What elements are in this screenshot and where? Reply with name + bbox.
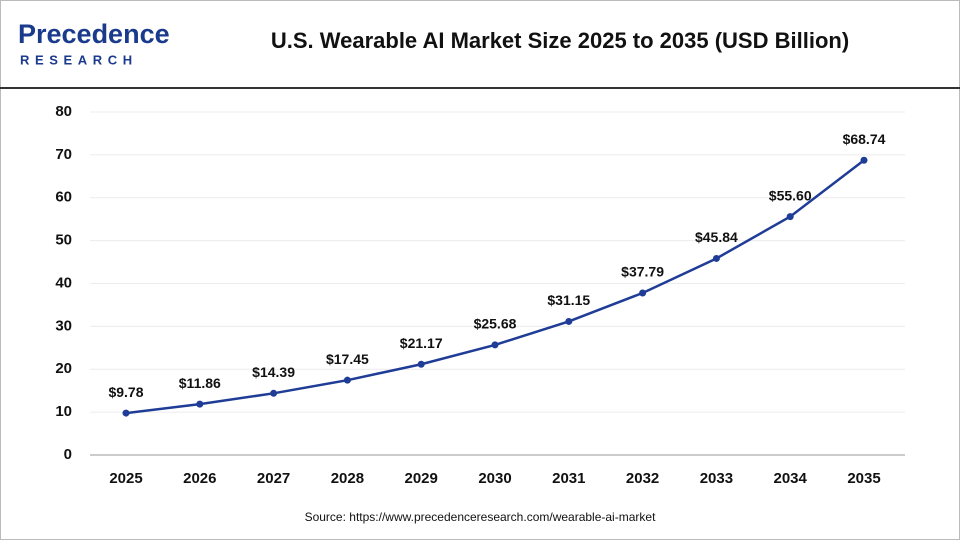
- value-label: $68.74: [843, 131, 886, 147]
- x-tick-label: 2035: [847, 470, 880, 487]
- point: [565, 317, 573, 325]
- value-label: $25.68: [474, 316, 517, 332]
- logo-tagline: RESEARCH: [20, 52, 138, 67]
- point: [122, 409, 130, 417]
- y-tick-label: 50: [55, 232, 72, 249]
- y-tick-label: 60: [55, 189, 72, 206]
- x-tick-label: 2033: [700, 470, 733, 487]
- point: [491, 341, 499, 349]
- source: Source: https://www.precedenceresearch.c…: [305, 510, 656, 524]
- x-tick-label: 2031: [552, 470, 585, 487]
- point: [417, 360, 425, 368]
- y-tick-label: 70: [55, 146, 72, 163]
- y-tick-label: 40: [55, 274, 72, 291]
- point: [639, 289, 647, 297]
- value-label: $11.86: [179, 375, 221, 391]
- x-tick-label: 2034: [774, 470, 808, 487]
- point: [786, 213, 794, 221]
- value-label: $55.60: [769, 187, 812, 203]
- value-label: $31.15: [547, 292, 590, 308]
- x-tick-label: 2027: [257, 470, 290, 487]
- y-tick-label: 0: [64, 446, 72, 463]
- point: [860, 156, 868, 164]
- y-tick-label: 30: [55, 317, 72, 334]
- x-tick-label: 2025: [109, 470, 142, 487]
- x-tick-label: 2030: [478, 470, 511, 487]
- y-tick-label: 20: [55, 360, 72, 377]
- value-label: $9.78: [108, 384, 143, 400]
- logo-name: Precedence: [18, 19, 170, 49]
- y-tick-label: 80: [55, 103, 72, 120]
- x-tick-label: 2028: [331, 470, 364, 487]
- x-tick-label: 2026: [183, 470, 216, 487]
- x-tick-label: 2032: [626, 470, 659, 487]
- value-label: $17.45: [326, 351, 369, 367]
- y-tick-label: 10: [55, 403, 72, 420]
- value-label: $45.84: [695, 229, 738, 245]
- value-label: $37.79: [621, 264, 664, 280]
- value-label: $21.17: [400, 335, 443, 351]
- value-label: $14.39: [252, 364, 295, 380]
- chart-title: U.S. Wearable AI Market Size 2025 to 203…: [271, 28, 849, 53]
- point: [270, 389, 278, 397]
- point: [343, 376, 351, 384]
- point: [196, 400, 204, 408]
- point: [712, 254, 720, 262]
- x-tick-label: 2029: [405, 470, 438, 487]
